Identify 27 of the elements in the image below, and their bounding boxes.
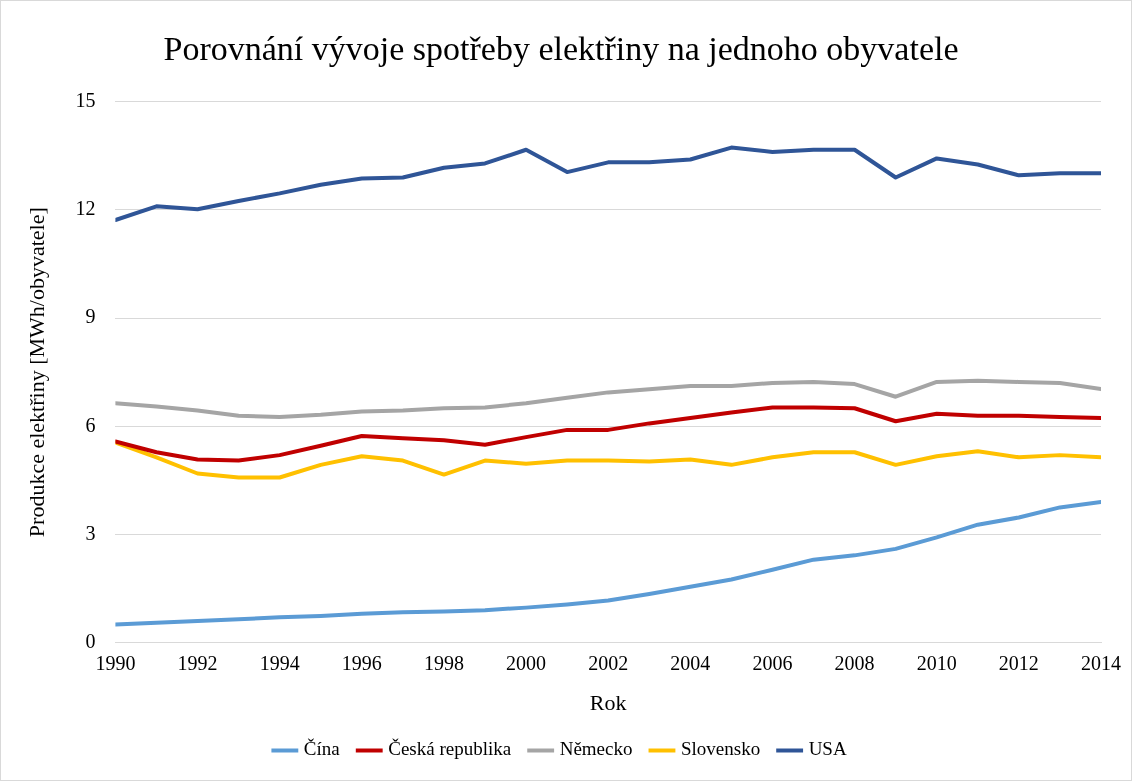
y-tick-label: 9	[85, 305, 96, 328]
x-tick-label: 1998	[423, 651, 464, 674]
x-tick-label: 1992	[177, 651, 218, 674]
x-axis-title: Rok	[589, 689, 627, 715]
x-tick-label: 2014	[1081, 651, 1121, 674]
chart-title: Porovnání vývoje spotřeby elektřiny na jednoho obyvatele	[163, 30, 959, 68]
x-tick-label: 2006	[752, 651, 793, 674]
legend-label: Čína	[303, 738, 341, 760]
x-tick-label: 1990	[95, 651, 136, 674]
x-tick-label: 2008	[834, 651, 875, 674]
x-tick-label: 2012	[998, 651, 1039, 674]
x-tick-label: 2004	[670, 651, 711, 674]
x-tick-label: 1994	[259, 651, 300, 674]
y-tick-label: 0	[85, 629, 96, 652]
legend-label: Česká republika	[388, 738, 512, 760]
x-tick-label: 1996	[341, 651, 382, 674]
y-axis-title: Produkce elektřiny [MWh/obyvatele]	[23, 207, 49, 538]
y-tick-label: 12	[75, 197, 96, 220]
x-tick-label: 2000	[506, 651, 547, 674]
y-tick-label: 6	[85, 413, 96, 436]
x-tick-label: 2002	[588, 651, 629, 674]
y-tick-label: 3	[85, 521, 96, 544]
legend-label: Slovensko	[680, 738, 761, 760]
legend-label: USA	[808, 738, 847, 760]
y-tick-label: 15	[75, 89, 96, 112]
legend-label: Německo	[559, 738, 633, 760]
x-tick-label: 2010	[916, 651, 957, 674]
